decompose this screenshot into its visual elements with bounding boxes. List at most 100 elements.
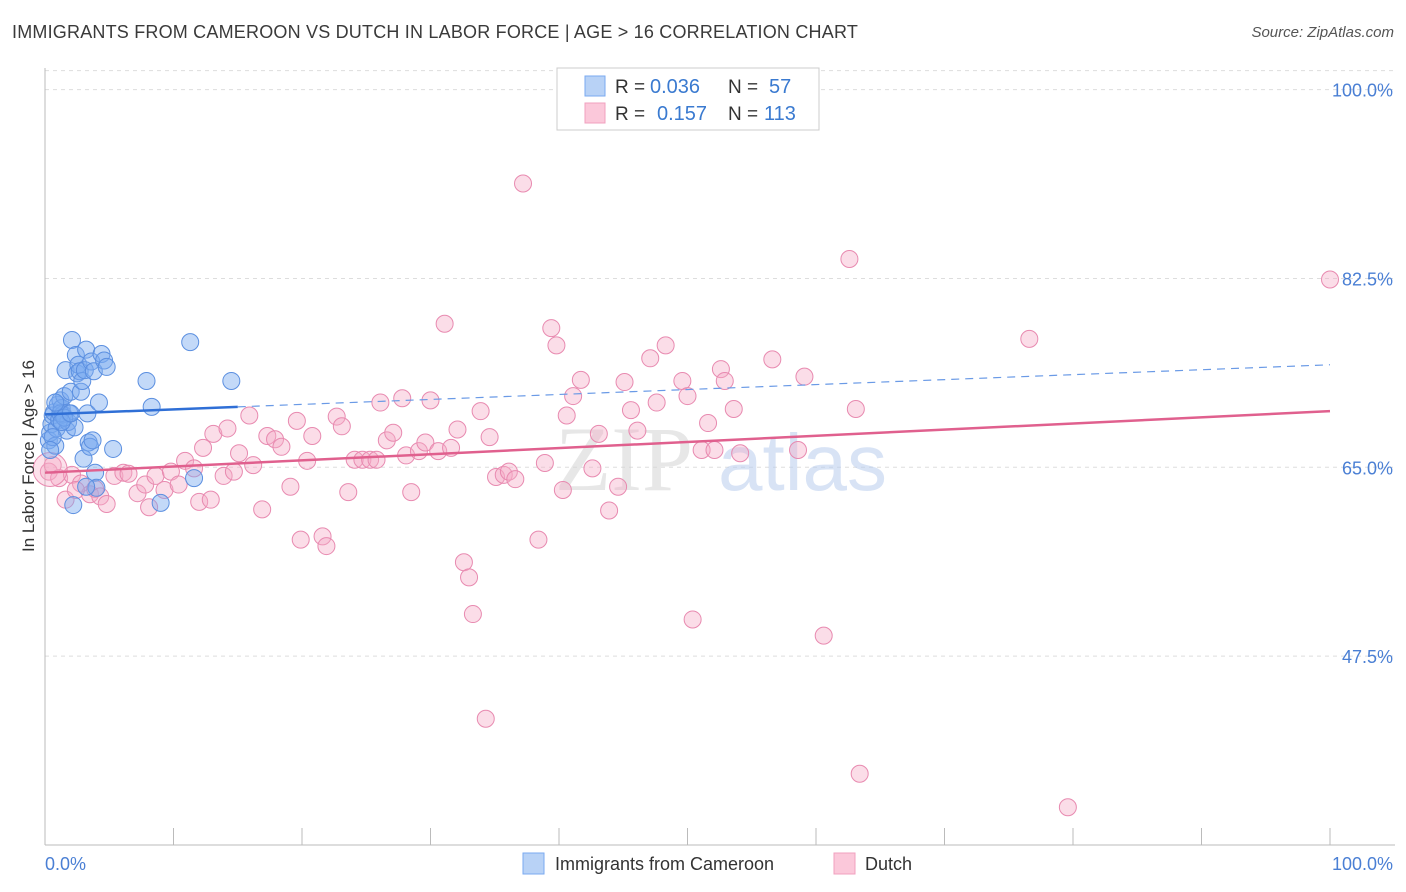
dutch-point — [814, 626, 833, 645]
dutch-point — [647, 393, 666, 412]
dutch-point — [711, 360, 730, 379]
dutch-point — [194, 438, 213, 457]
dutch-point — [463, 605, 482, 624]
dutch-point — [564, 387, 583, 406]
series-legend-swatch-dutch — [833, 852, 856, 875]
cameroon-point — [86, 463, 105, 482]
legend-r-value-1: 0.036 — [650, 76, 700, 98]
dutch-point — [506, 470, 525, 489]
dutch-point — [377, 431, 396, 450]
dutch-point — [66, 480, 85, 499]
watermark-zip: ZIP — [555, 408, 693, 510]
dutch-point — [557, 406, 576, 425]
x-axis-ticks — [44, 828, 1331, 845]
dutch-point — [583, 459, 602, 478]
dutch-point — [1321, 270, 1339, 289]
y-tick-label: 65.0% — [1342, 458, 1393, 478]
dutch-point — [91, 487, 110, 506]
watermark: ZIP atlas — [555, 408, 887, 510]
y-tick-label: 100.0% — [1332, 81, 1393, 101]
dutch-point — [514, 174, 533, 193]
x-tick-label-max: 100.0% — [1332, 854, 1393, 874]
cameroon-point — [77, 477, 96, 496]
dutch-point — [303, 426, 322, 445]
cameroon-point — [64, 496, 83, 515]
cameroon-point — [142, 397, 161, 416]
dutch-point — [678, 387, 697, 406]
cameroon-point — [74, 449, 93, 468]
dutch-point — [345, 450, 364, 469]
dutch-point — [480, 428, 499, 447]
stats-legend: R = 0.036 N = 57 R = 0.157 N = 113 — [556, 67, 820, 131]
dutch-point — [547, 336, 566, 355]
cameroon-point — [181, 333, 200, 352]
dutch-point — [615, 373, 634, 392]
cameroon-trend-extension — [237, 364, 1331, 408]
series-legend: Immigrants from Cameroon Dutch — [522, 852, 912, 875]
dutch-point — [393, 389, 412, 408]
stats-legend-swatch-cameroon — [584, 75, 606, 97]
dutch-point — [840, 250, 859, 269]
dutch-point — [339, 483, 358, 502]
dutch-point — [384, 423, 403, 442]
dutch-point — [448, 420, 467, 439]
cameroon-point — [222, 371, 241, 390]
dutch-point — [499, 462, 518, 481]
cameroon-point — [185, 469, 204, 488]
cameroon-point — [83, 431, 102, 450]
dutch-point — [291, 530, 310, 549]
x-tick-label-min: 0.0% — [45, 854, 86, 874]
dutch-point — [476, 709, 495, 728]
y-tick-label: 47.5% — [1342, 647, 1393, 667]
dutch-point — [272, 437, 291, 456]
legend-r-label-1: R = — [615, 77, 645, 98]
dutch-point — [846, 400, 865, 419]
dutch-point — [332, 417, 351, 436]
dutch-point — [600, 501, 619, 520]
dutch-point — [214, 466, 233, 485]
cameroon-point — [46, 393, 65, 412]
dutch-point — [542, 319, 561, 338]
dutch-point — [705, 441, 724, 460]
dutch-point — [850, 764, 869, 783]
dutch-point — [313, 527, 332, 546]
chart-title: IMMIGRANTS FROM CAMEROON VS DUTCH IN LAB… — [12, 22, 859, 42]
dutch-point — [763, 350, 782, 369]
cameroon-point — [151, 493, 170, 512]
dutch-point — [97, 494, 116, 513]
series-legend-label-dutch: Dutch — [865, 854, 912, 874]
dutch-trend-line — [44, 409, 1331, 474]
dutch-points — [32, 174, 1339, 817]
source-label: Source: ZipAtlas.com — [1251, 24, 1394, 41]
dutch-point — [715, 371, 734, 390]
cameroon-point — [61, 382, 80, 401]
dutch-point — [327, 407, 346, 426]
cameroon-point — [89, 393, 108, 412]
cameroon-points — [39, 330, 241, 515]
y-axis-label: In Labor Force | Age > 16 — [19, 360, 38, 552]
dutch-point — [218, 419, 237, 438]
dutch-point — [795, 367, 814, 386]
dutch-point — [789, 441, 808, 460]
dutch-point — [190, 492, 209, 511]
legend-n-label-2: N = — [728, 104, 758, 125]
dutch-point — [641, 349, 660, 368]
series-legend-label-cameroon: Immigrants from Cameroon — [555, 854, 774, 874]
dutch-point — [589, 424, 608, 443]
dutch-point — [416, 433, 435, 452]
dutch-point — [240, 406, 259, 425]
cameroon-point — [62, 330, 81, 349]
dutch-point — [529, 530, 548, 549]
stats-legend-swatch-dutch — [584, 102, 606, 124]
dutch-point — [169, 475, 188, 494]
dutch-point — [253, 500, 272, 519]
dutch-point — [287, 411, 306, 430]
dutch-point — [317, 537, 336, 556]
cameroon-trend-line — [44, 405, 238, 416]
legend-r-value-2: 0.157 — [657, 103, 707, 125]
dutch-point — [673, 371, 692, 390]
dutch-point — [454, 553, 473, 572]
dutch-point — [421, 391, 440, 410]
dutch-point — [435, 314, 454, 333]
